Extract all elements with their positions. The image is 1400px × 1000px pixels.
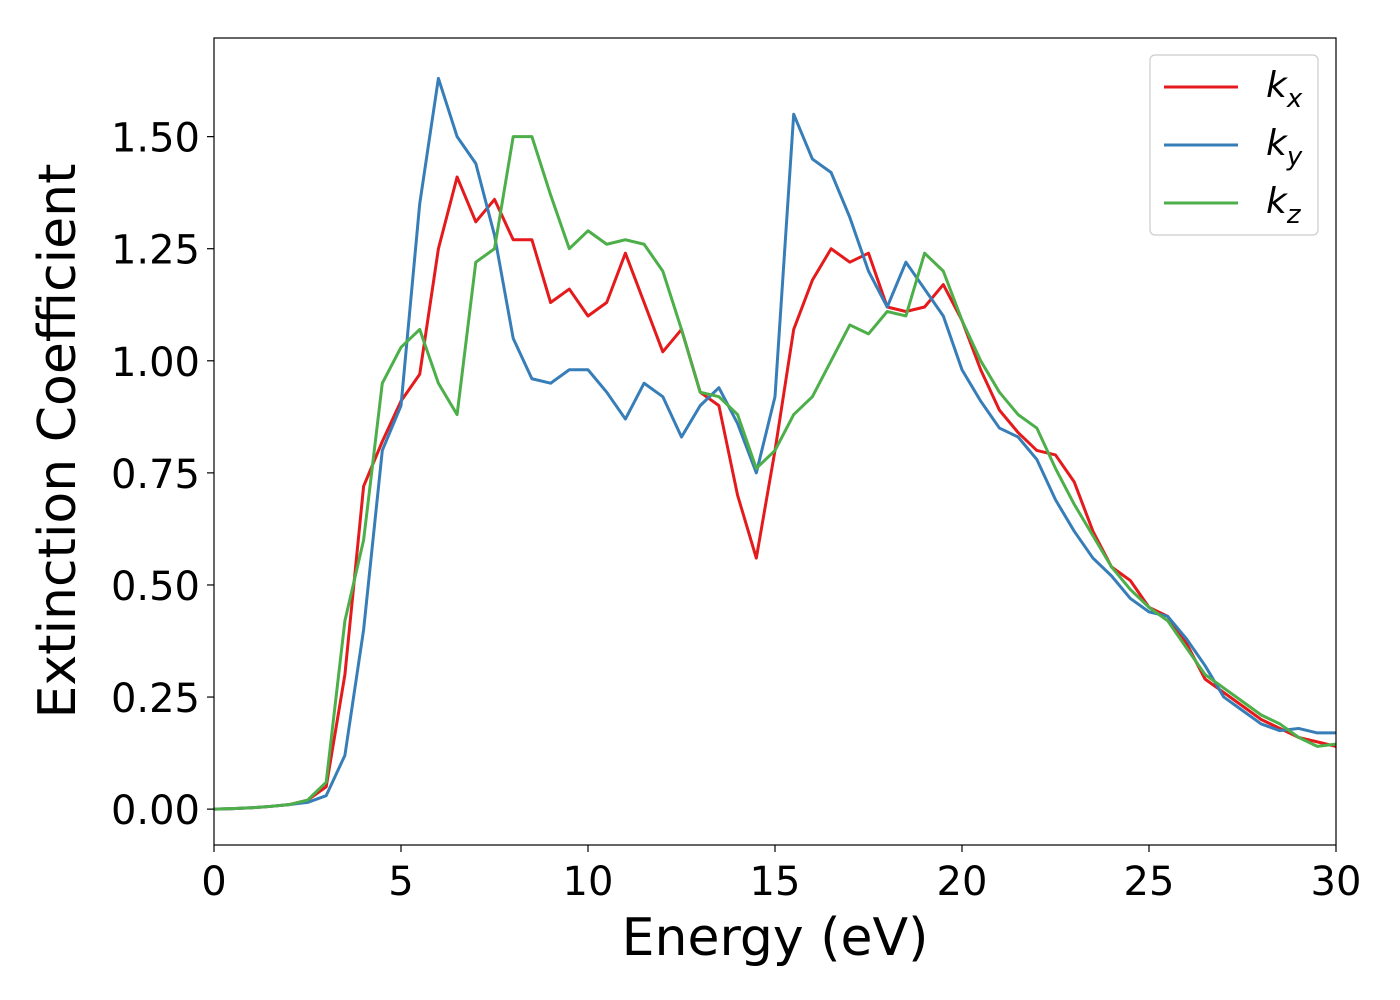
x-tick-label: 30 bbox=[1311, 859, 1362, 905]
x-axis-label: Energy (eV) bbox=[622, 908, 929, 968]
y-tick-label: 0.75 bbox=[111, 452, 200, 498]
legend-label: ky bbox=[1266, 123, 1303, 172]
y-axis-label: Extinction Coefficient bbox=[28, 164, 88, 719]
plot-frame bbox=[213, 37, 1337, 846]
data-line bbox=[214, 175, 1336, 811]
y-tick-label: 0.00 bbox=[111, 788, 200, 834]
y-tick-label: 0.50 bbox=[111, 564, 200, 610]
y-tick-label: 1.25 bbox=[111, 228, 200, 274]
x-tick-label: 0 bbox=[201, 859, 226, 905]
y-tick-label: 0.25 bbox=[111, 676, 200, 722]
x-tick-label: 10 bbox=[563, 859, 614, 905]
x-tick-label: 20 bbox=[937, 859, 988, 905]
x-tick-label: 15 bbox=[750, 859, 801, 905]
data-line bbox=[214, 135, 1336, 811]
x-tick-label: 25 bbox=[1124, 859, 1175, 905]
y-tick-label: 1.50 bbox=[111, 116, 200, 162]
data-line bbox=[214, 76, 1336, 811]
y-tick-label: 1.00 bbox=[111, 340, 200, 386]
legend-label: kz bbox=[1266, 181, 1302, 230]
legend-label: kx bbox=[1266, 65, 1303, 114]
x-tick-label: 5 bbox=[388, 859, 413, 905]
